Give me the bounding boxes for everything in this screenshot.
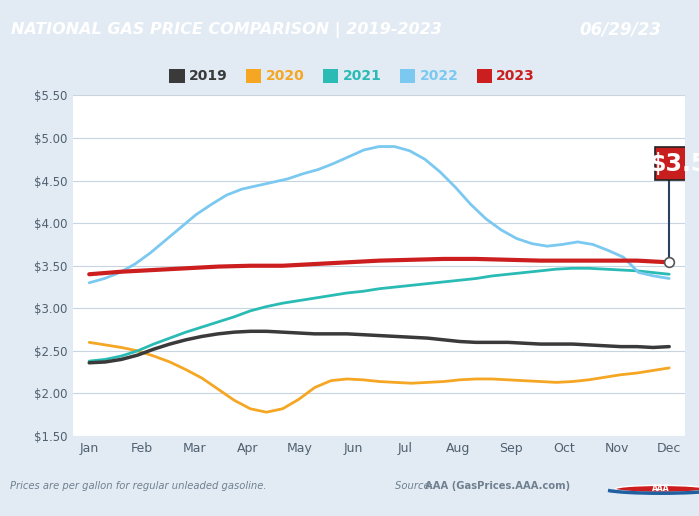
Text: AAA (GasPrices.AAA.com): AAA (GasPrices.AAA.com)	[425, 481, 570, 491]
Text: 2023: 2023	[496, 69, 535, 83]
Text: AAA: AAA	[651, 484, 670, 493]
Text: $3.54: $3.54	[649, 152, 699, 175]
Text: NATIONAL GAS PRICE COMPARISON | 2019-2023: NATIONAL GAS PRICE COMPARISON | 2019-202…	[11, 22, 442, 38]
Text: 2020: 2020	[266, 69, 304, 83]
Text: Source:: Source:	[395, 481, 436, 491]
Text: 06/29/23: 06/29/23	[579, 21, 661, 39]
Text: 2019: 2019	[189, 69, 227, 83]
Text: 2021: 2021	[343, 69, 382, 83]
Text: 2022: 2022	[419, 69, 459, 83]
Bar	[400, 69, 415, 84]
Bar	[323, 69, 338, 84]
Bar	[477, 69, 492, 84]
Bar	[169, 69, 185, 84]
Text: Prices are per gallon for regular unleaded gasoline.: Prices are per gallon for regular unlead…	[10, 481, 267, 491]
Bar	[246, 69, 261, 84]
FancyBboxPatch shape	[655, 148, 699, 180]
Circle shape	[615, 486, 699, 492]
